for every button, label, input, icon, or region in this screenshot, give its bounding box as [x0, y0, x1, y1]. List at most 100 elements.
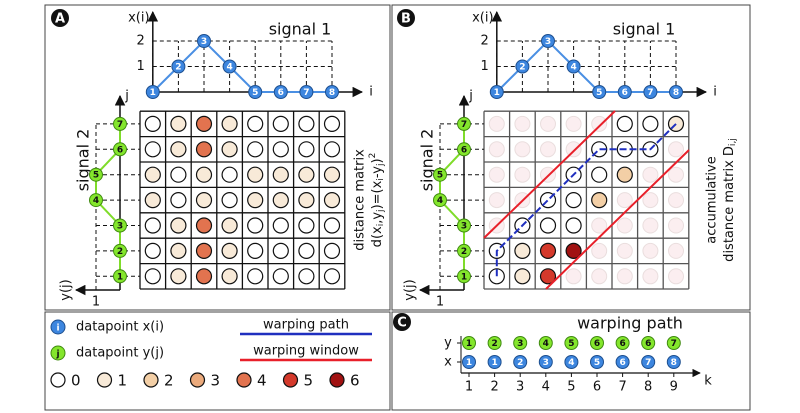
cell-value: [323, 268, 341, 285]
cell-value: [144, 141, 161, 158]
path-point: [615, 355, 630, 369]
cell-value: [247, 268, 264, 285]
cell-value: [298, 268, 315, 285]
point-label: 7: [303, 88, 309, 98]
legend-symbol: i: [56, 324, 59, 334]
faded-cell: [514, 115, 531, 132]
cell-value: [144, 268, 161, 285]
path-point-label: 5: [568, 339, 574, 349]
x-tick-label: 6: [593, 380, 601, 395]
panel-c-frame: [391, 311, 751, 411]
cell-value: [323, 192, 341, 209]
faded-cell: [488, 141, 505, 158]
cell-value: [247, 217, 264, 234]
data-point: [197, 34, 211, 48]
cell-value: [221, 242, 238, 259]
point-label: 3: [117, 222, 123, 232]
scale-label: 3: [211, 372, 221, 390]
path-point-label: 1: [466, 339, 472, 349]
cell-value: [247, 192, 264, 209]
cell-value: [170, 166, 187, 183]
cell-value: [170, 141, 187, 158]
cell-value: [170, 217, 187, 234]
path-point-label: 1: [491, 358, 497, 368]
scale-label: 5: [304, 372, 314, 390]
data-point: [457, 243, 471, 258]
path-point: [487, 355, 502, 369]
data-point: [433, 167, 447, 182]
data-point: [113, 218, 127, 233]
cell-value: [272, 217, 289, 234]
path-point-label: 6: [645, 339, 651, 349]
cell-value: [272, 115, 289, 133]
y-tick-label: 1: [481, 59, 489, 74]
faded-cell: [668, 217, 684, 234]
data-point: [89, 193, 103, 208]
cell-value: [144, 166, 161, 183]
cell-value: [195, 115, 213, 133]
faded-cell: [642, 242, 659, 259]
path-point-label: 6: [594, 339, 600, 349]
data-point: [617, 85, 632, 99]
faded-cell: [591, 115, 608, 132]
x-tick-label: 3: [516, 380, 524, 395]
data-point: [457, 269, 471, 284]
panel-a-frame: [44, 4, 391, 311]
point-label: 1: [461, 272, 467, 282]
point-label: 3: [201, 37, 207, 47]
cell-value: [247, 242, 264, 259]
path-point: [513, 355, 528, 369]
path-point-label: 6: [619, 339, 625, 349]
path-point: [666, 355, 681, 369]
cell-value: [539, 217, 557, 234]
cell-value: [565, 217, 582, 234]
scale-label: 2: [164, 372, 174, 390]
data-point: [113, 116, 127, 131]
cell-value: [591, 166, 608, 183]
panel-label: A: [55, 12, 65, 27]
path-point: [487, 336, 502, 350]
data-point: [113, 269, 127, 284]
scale-label: 0: [71, 372, 81, 390]
path-point: [564, 336, 579, 350]
panel-label: B: [401, 12, 411, 27]
y-tick-label: 2: [137, 34, 145, 49]
legend-label: datapoint x(i): [76, 320, 164, 335]
path-point: [641, 355, 656, 369]
path-point: [538, 355, 553, 369]
data-point: [171, 59, 186, 74]
cell-value: [221, 268, 238, 285]
panel-b-frame: [391, 4, 751, 311]
cell-value: [144, 242, 161, 259]
row-label: y: [444, 336, 452, 351]
axis-label: j: [124, 89, 129, 104]
cell-value: [272, 192, 289, 209]
x-tick-label: 5: [567, 380, 575, 395]
point-label: 7: [117, 120, 123, 130]
axis-label: x(i): [472, 11, 493, 26]
cell-value: [170, 192, 187, 209]
panel-title: warping path: [577, 314, 683, 333]
cell-value: [247, 115, 264, 133]
warping-window: [483, 110, 616, 239]
axis-label: i: [369, 85, 373, 100]
faded-cell: [642, 166, 659, 183]
point-label: 7: [647, 88, 653, 98]
scale-label: 1: [118, 372, 128, 390]
cell-value: [565, 192, 582, 209]
legend-label: warping path: [263, 318, 349, 333]
panel-label: C: [397, 316, 407, 331]
panel-labels: A B C: [51, 9, 415, 331]
cell-value: [323, 141, 341, 158]
point-label: 3: [461, 222, 467, 232]
scale-swatch: [282, 372, 299, 388]
data-point: [669, 85, 683, 99]
signal-title: signal 2: [418, 129, 437, 192]
axis-label: i: [713, 85, 717, 100]
data-point: [248, 85, 263, 99]
cell-value: [195, 268, 213, 285]
faded-cell: [668, 192, 684, 209]
faded-cell: [668, 242, 684, 259]
y-tick-label: 2: [481, 34, 489, 49]
